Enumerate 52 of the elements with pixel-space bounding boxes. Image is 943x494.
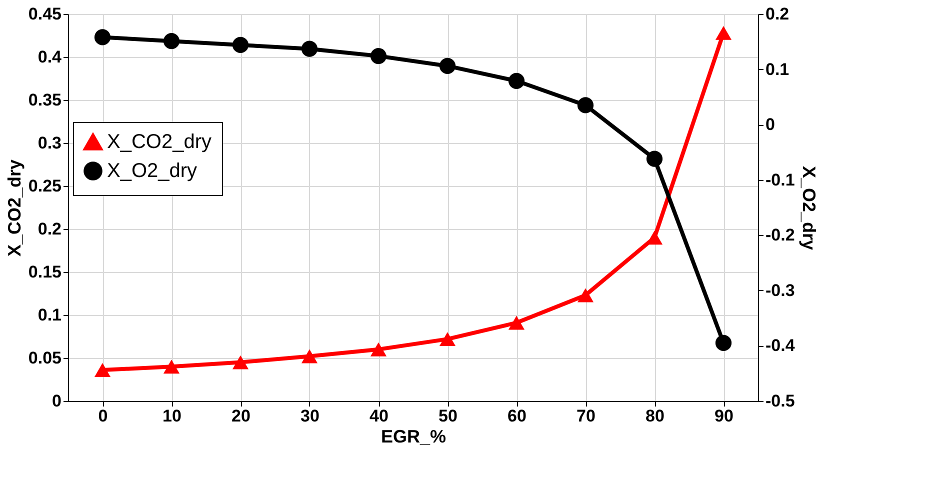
point	[439, 332, 456, 346]
point	[715, 334, 732, 351]
point	[232, 355, 249, 370]
y2-tick-label: -0.1	[766, 170, 795, 190]
y-tick-label: 0.4	[38, 48, 62, 66]
point	[94, 363, 111, 378]
x-tick-label: 80	[646, 406, 664, 426]
y-axis-title: X_CO2_dry	[4, 159, 24, 257]
x-tick-label: 20	[232, 406, 250, 426]
y-tick-label: 0	[52, 392, 62, 410]
y-tick-label: 0.1	[38, 306, 62, 324]
point	[508, 316, 525, 330]
y-tick-label: 0.05	[28, 348, 62, 368]
point	[508, 72, 525, 89]
y-tick-label: 0.3	[38, 134, 62, 152]
x-tick-label: 90	[714, 406, 734, 426]
y2-tick-label: 0.2	[766, 4, 790, 24]
x-tick-label: 30	[300, 406, 320, 426]
y2-tick-label: -0.5	[766, 392, 795, 410]
point	[94, 29, 111, 46]
point	[646, 150, 663, 167]
y-tick-label: 0.15	[28, 262, 62, 282]
point	[232, 36, 249, 54]
x-tick-label: 50	[438, 406, 458, 426]
legend-label: X_O2_dry	[107, 160, 198, 182]
legend-label: X_CO2_dry	[107, 131, 212, 153]
y2-axis-title: X_O2_dry	[798, 166, 819, 250]
x-tick-label: 40	[370, 406, 388, 426]
point	[163, 33, 180, 50]
y2-tick-label: -0.2	[766, 226, 795, 245]
x-axis-title: EGR_%	[380, 426, 446, 446]
point	[370, 48, 387, 64]
y-tick-label: 0.2	[38, 220, 62, 238]
point	[577, 97, 594, 114]
point	[577, 288, 594, 302]
x-tick-label: 10	[162, 406, 182, 426]
y2-tick-label: 0.1	[766, 60, 790, 79]
point	[370, 342, 387, 356]
x-tick-label: 0	[98, 406, 108, 426]
x-tick-label: 60	[508, 406, 526, 426]
point	[163, 360, 180, 374]
point	[301, 349, 318, 364]
y-tick-label: 0.35	[28, 90, 62, 110]
y2-tick-label: -0.4	[766, 336, 796, 356]
y-tick-label: 0.45	[28, 4, 62, 24]
point	[439, 58, 456, 74]
x-tick-label: 70	[576, 406, 596, 426]
y2-tick-label: -0.3	[766, 280, 795, 300]
y-tick-label: 0.25	[28, 176, 62, 196]
point	[715, 26, 732, 40]
point	[301, 40, 318, 57]
y2-tick-label: 0	[766, 115, 775, 134]
